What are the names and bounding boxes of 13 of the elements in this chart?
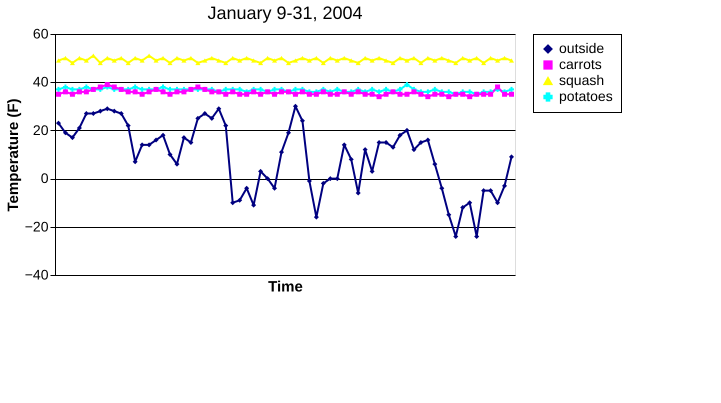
legend-label: potatoes [559, 88, 613, 104]
legend-label: outside [559, 40, 604, 56]
chart-title: January 9-31, 2004 [207, 3, 363, 23]
y-tick-label: 40 [32, 74, 49, 90]
y-tick-label: 60 [32, 26, 49, 42]
y-tick-label: 0 [40, 170, 49, 186]
legend-label: carrots [559, 56, 602, 72]
legend-label: squash [559, 72, 604, 88]
x-axis-title: Time [268, 278, 303, 296]
y-tick-label: 20 [32, 122, 49, 138]
y-tick-label: −20 [24, 218, 49, 234]
y-tick-label: −40 [24, 266, 49, 282]
y-axis-title: Temperature (F) [4, 98, 22, 212]
